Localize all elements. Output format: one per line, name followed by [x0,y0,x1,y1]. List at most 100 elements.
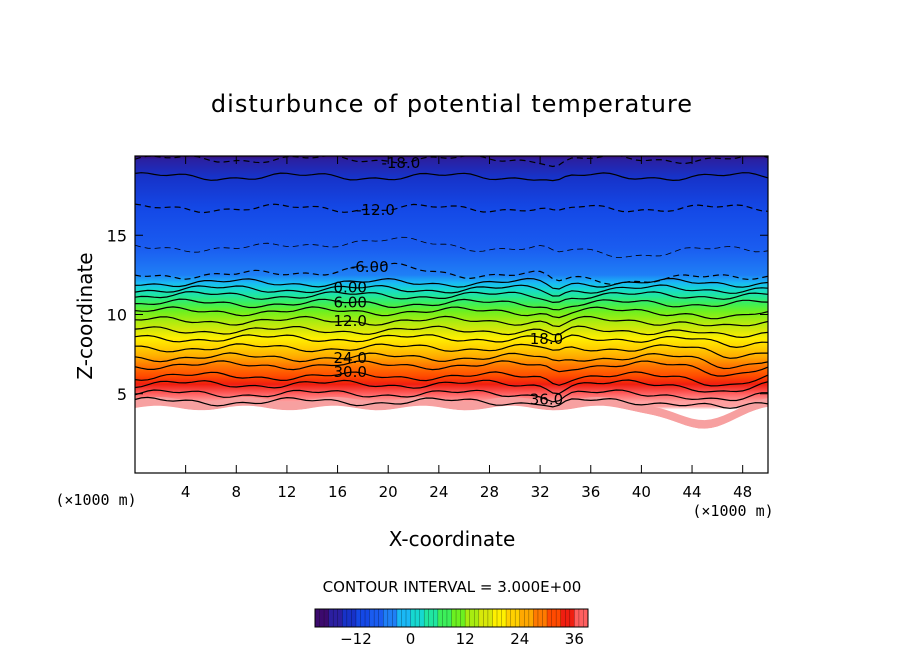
colorbar-cell [351,609,357,627]
contour-lines [135,156,768,409]
x-tick-label: 32 [531,483,550,501]
colorbar-cell [369,609,375,627]
colorbar-cell [406,609,411,627]
colorbar-cell [547,609,552,627]
colorbar-cell [487,609,493,627]
x-tick-label: 16 [328,483,347,501]
x-axis-ticks: 4 8 12 16 20 24 28 32 36 40 44 48 [181,156,752,501]
contour-line [135,203,768,214]
colorbar-cell [497,609,502,627]
contour-line [135,343,768,359]
colorbar-cell [378,609,384,627]
contour-line [135,352,768,370]
colorbar-cell [437,609,443,627]
contour-line [135,277,768,290]
colorbar-cell [560,609,566,627]
colorbar-cell [492,609,498,627]
colorbar-cell [465,609,470,627]
contour-label: 12.0 [334,312,367,330]
colorbar-cell [442,609,448,627]
colorbar-cell [387,609,393,627]
contour-line [135,379,768,395]
colorbar-cell [392,609,398,627]
colorbar-cell [519,609,525,627]
contour-label: 24.0 [334,349,367,367]
colorbar-cell [506,609,511,627]
colorbar-cell [346,609,352,627]
contour-line [135,315,768,328]
colorbar-cell [533,609,539,627]
contour-label: -12.0 [356,201,395,219]
colorbar-cell [556,609,561,627]
contour-interval-label: CONTOUR INTERVAL = 3.000E+00 [323,578,582,596]
colorbar-cell [583,609,589,627]
colorbar-tick-label: 36 [565,630,584,648]
x-tick-label: 24 [429,483,448,501]
colorbar-cell [528,609,534,627]
colorbar-cell [415,609,420,627]
x-tick-label: 4 [181,483,191,501]
y-axis-ticks: 5 10 15 [107,226,768,404]
x-tick-label: 12 [277,483,296,501]
y-axis-units: (×1000 m) [692,502,773,520]
colorbar-cell [469,609,475,627]
colorbar-cell [401,609,407,627]
chart-title: disturbunce of potential temperature [211,90,693,118]
colorbar-frame [314,608,589,628]
x-tick-label: 20 [379,483,398,501]
colorbar-cell [383,609,389,627]
contour-label: 0.00 [334,278,367,296]
colorbar-cell [319,609,325,627]
contour-line [135,306,768,320]
colorbar-cell [524,609,530,627]
colorbar-cell [374,609,379,627]
x-tick-label: 36 [581,483,600,501]
y-tick-label: 15 [107,226,127,245]
colorbar-cell [565,609,571,627]
colorbar-cell [537,609,543,627]
colorbar-cell [324,609,329,627]
contour-line [135,325,768,339]
low-region-mask [135,396,768,473]
colorbar-cell [337,609,343,627]
colorbar-cell [551,609,557,627]
x-axis-label: X-coordinate [389,527,516,551]
colorbar-cell [328,609,334,627]
contour-line [135,389,768,403]
colorbar-cell [510,609,516,627]
contour-line [135,396,768,409]
colorbar-cell [474,609,480,627]
colorbar-tick-label: 0 [406,630,416,648]
colorbar: −12 0 12 24 36 [314,608,589,648]
colorbar-cell [569,609,575,627]
colorbar-cell [578,609,584,627]
contour-line [135,236,768,258]
colorbar-cell [419,609,425,627]
colorbar-cell [433,609,439,627]
colorbar-cell [542,609,548,627]
colorbar-cell [428,609,434,627]
colorbar-cell [515,609,521,627]
colorbar-cell [396,609,402,627]
y-tick-label: 10 [107,306,127,325]
y-axis-label: Z-coordinate [73,252,97,379]
x-tick-label: 48 [733,483,752,501]
contour-line [135,290,768,304]
colorbar-cell [483,609,489,627]
x-tick-label: 40 [632,483,651,501]
x-tick-label: 44 [682,483,701,501]
colorbar-tick-label: −12 [340,630,372,648]
colorbar-cell [446,609,452,627]
contour-label: 30.0 [334,363,367,381]
colorbar-tick-label: 12 [456,630,475,648]
contour-line [135,172,768,182]
colorbar-cell [456,609,461,627]
contour-label: 18.0 [530,330,563,348]
colorbar-cell [410,609,416,627]
colorbar-cell [574,609,580,627]
contour-label: 36.0 [530,390,563,408]
colorbar-cell [315,609,320,627]
contour-line [135,371,768,387]
